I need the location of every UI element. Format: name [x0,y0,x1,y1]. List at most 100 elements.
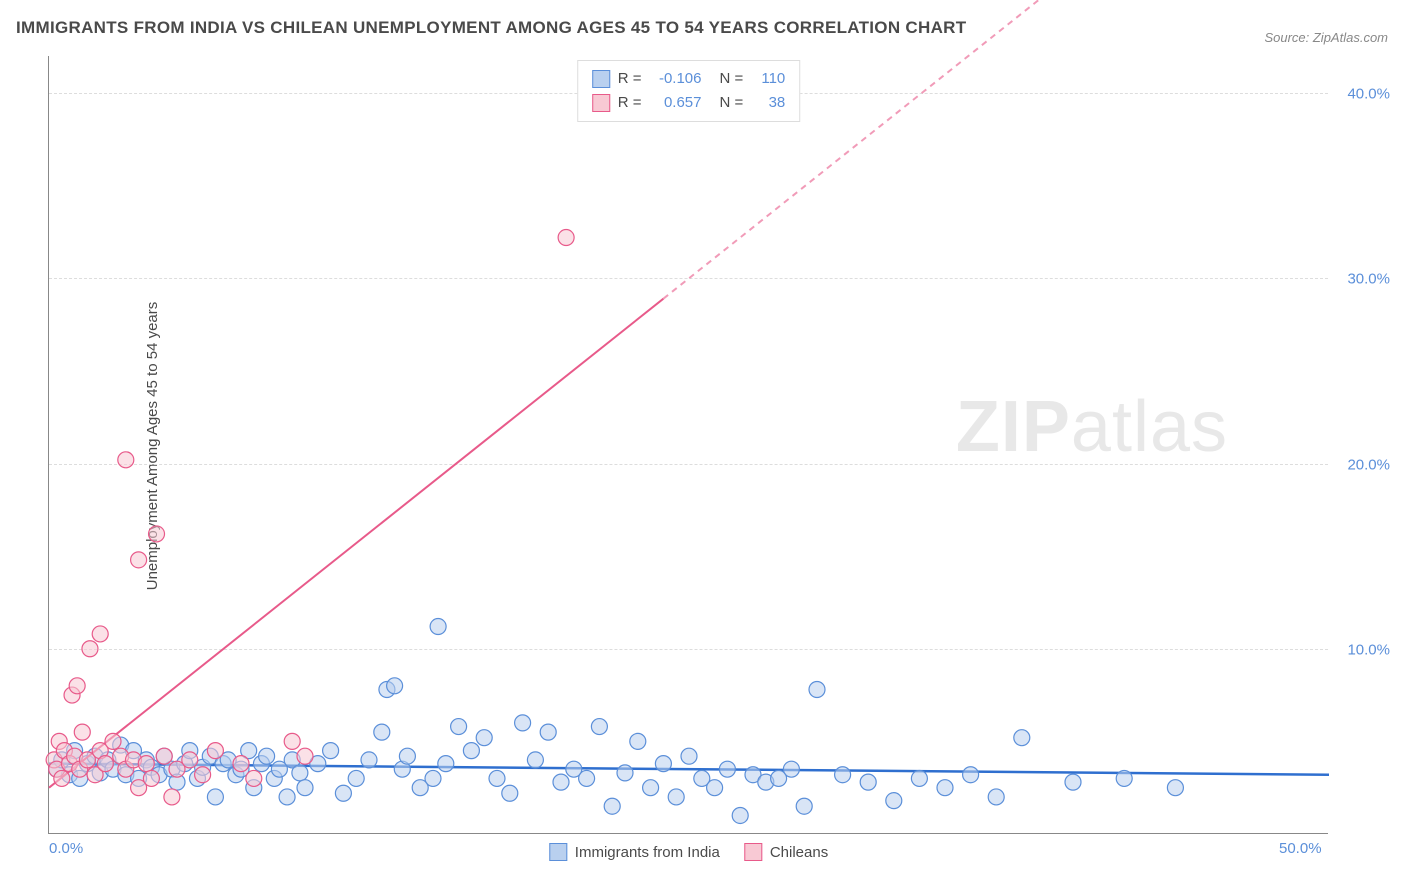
data-point [438,756,454,772]
data-point [719,761,735,777]
data-point [195,767,211,783]
data-point [361,752,377,768]
data-point [348,770,364,786]
data-point [553,774,569,790]
trend-line-dashed [663,0,1201,299]
data-point [207,743,223,759]
data-point [1014,730,1030,746]
data-point [387,678,403,694]
data-point [643,780,659,796]
x-tick-label: 50.0% [1279,840,1322,857]
data-point [297,748,313,764]
stat-r-label: R = [618,91,642,115]
data-point [540,724,556,740]
legend-label: Chileans [770,844,828,861]
data-point [527,752,543,768]
data-point [182,752,198,768]
data-point [399,748,415,764]
data-point [988,789,1004,805]
data-point [681,748,697,764]
data-point [323,743,339,759]
stat-n-value: 110 [751,67,785,91]
swatch-icon [592,70,610,88]
stat-r-label: R = [618,67,642,91]
data-point [54,770,70,786]
data-point [374,724,390,740]
source-label: Source: ZipAtlas.com [1264,30,1388,45]
x-tick-label: 0.0% [49,840,83,857]
data-point [732,807,748,823]
data-point [156,748,172,764]
data-point [259,748,275,764]
data-point [207,789,223,805]
data-point [963,767,979,783]
plot-area: ZIPatlas 10.0%20.0%30.0%40.0% R = -0.106… [48,56,1328,834]
data-point [149,526,165,542]
data-point [97,756,113,772]
data-point [463,743,479,759]
data-point [279,789,295,805]
data-point [74,724,90,740]
data-point [783,761,799,777]
stat-r-value: 0.657 [650,91,702,115]
data-point [911,770,927,786]
data-point [82,641,98,657]
chart-container: IMMIGRANTS FROM INDIA VS CHILEAN UNEMPLO… [0,0,1406,892]
data-point [297,780,313,796]
stats-box: R = -0.106 N = 110 R = 0.657 N = 38 [577,60,801,122]
data-point [937,780,953,796]
data-point [233,756,249,772]
stat-n-label: N = [720,91,744,115]
legend: Immigrants from India Chileans [549,843,828,861]
data-point [1167,780,1183,796]
trend-line [49,299,663,788]
data-point [1116,770,1132,786]
chart-title: IMMIGRANTS FROM INDIA VS CHILEAN UNEMPLO… [16,18,966,38]
legend-item: Immigrants from India [549,843,720,861]
data-point [430,619,446,635]
legend-item: Chileans [744,843,828,861]
stats-row: R = 0.657 N = 38 [592,91,786,115]
data-point [617,765,633,781]
stat-r-value: -0.106 [650,67,702,91]
swatch-icon [549,843,567,861]
legend-label: Immigrants from India [575,844,720,861]
data-point [143,770,159,786]
data-point [860,774,876,790]
data-point [655,756,671,772]
data-point [886,793,902,809]
y-tick-label: 40.0% [1347,86,1390,103]
data-point [558,230,574,246]
data-point [796,798,812,814]
swatch-icon [744,843,762,861]
data-point [835,767,851,783]
stats-row: R = -0.106 N = 110 [592,67,786,91]
data-point [515,715,531,731]
y-tick-label: 30.0% [1347,271,1390,288]
swatch-icon [592,94,610,112]
data-point [668,789,684,805]
scatter-svg [49,56,1328,833]
data-point [604,798,620,814]
data-point [1065,774,1081,790]
data-point [335,785,351,801]
data-point [591,719,607,735]
data-point [284,733,300,749]
data-point [425,770,441,786]
data-point [579,770,595,786]
stat-n-value: 38 [751,91,785,115]
data-point [707,780,723,796]
data-point [118,452,134,468]
data-point [92,626,108,642]
data-point [138,756,154,772]
data-point [451,719,467,735]
y-tick-label: 20.0% [1347,456,1390,473]
data-point [164,789,180,805]
data-point [476,730,492,746]
data-point [630,733,646,749]
data-point [809,682,825,698]
y-tick-label: 10.0% [1347,641,1390,658]
data-point [489,770,505,786]
data-point [69,678,85,694]
data-point [131,552,147,568]
